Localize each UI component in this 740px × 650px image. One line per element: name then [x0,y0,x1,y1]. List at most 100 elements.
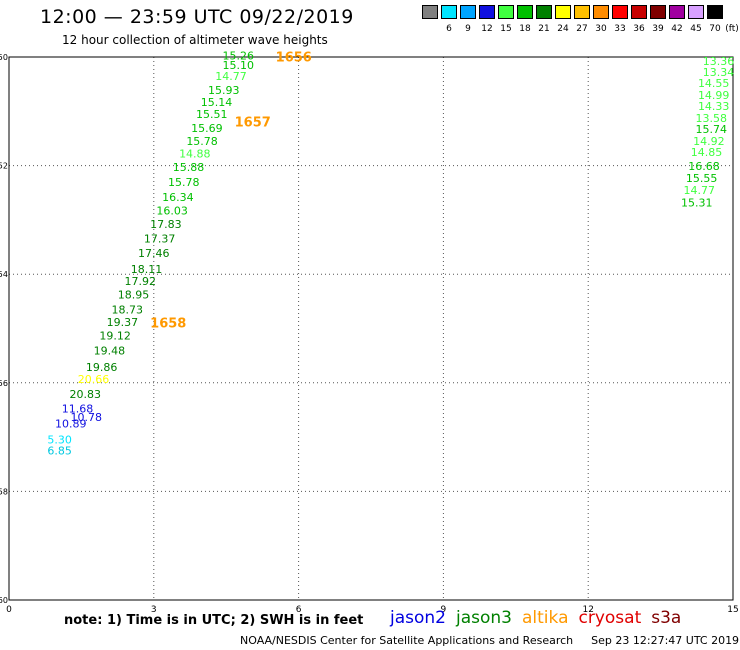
scale-label: 6 [446,24,452,34]
scale-label: 21 [538,24,550,34]
data-label-jason3: 18.73 [112,303,144,316]
data-label-jason3: 14.99 [698,89,730,102]
x-tick-label: 9 [441,605,447,615]
scale-swatch [650,5,666,19]
data-label-jason3: 15.78 [186,135,218,148]
data-label-jason3: 14.92 [693,135,725,148]
x-tick-label: 6 [296,605,302,615]
scale-label: 27 [576,24,588,34]
data-label-jason3: 15.55 [686,172,718,185]
data-label-jason3: 14.55 [698,77,730,90]
timestamp: Sep 23 12:27:47 UTC 2019 [591,634,740,647]
y-tick-label: -56 [0,379,8,388]
data-label-jason2: 10.78 [70,411,102,424]
data-label-jason3: 16.68 [688,160,720,173]
scale-label: 36 [633,24,645,34]
mission-jason3: jason3 [456,608,512,628]
data-label-jason3: 14.88 [179,147,211,160]
x-tick-label: 15 [727,605,738,615]
scale-swatch [593,5,609,19]
x-tick-label: 3 [151,605,157,615]
data-label-jason3: 11.68 [62,403,94,416]
data-label-jason3: 17.92 [125,275,157,288]
scale-label: 24 [557,24,569,34]
scale-label: 33 [614,24,626,34]
data-label-jason3: 19.37 [107,316,139,329]
data-label-altika: 1657 [235,116,271,131]
data-label-jason3: 14.33 [698,100,730,113]
scale-swatch [688,5,704,19]
scale-swatch [536,5,552,19]
mission-cryosat: cryosat [578,608,642,628]
x-tick-label: 0 [6,605,12,615]
footnote: note: 1) Time is in UTC; 2) SWH is in fe… [64,613,364,628]
scale-swatch [441,5,457,19]
data-label-jason3: 15.74 [696,123,728,136]
data-label-jason3: 6.85 [47,444,72,457]
data-label-jason3: 13.58 [696,112,728,125]
mission-s3a: s3a [651,608,682,628]
data-label-jason3: 16.03 [156,204,188,217]
scale-unit-label: (ft) [725,24,739,34]
data-label-jason3: 16.34 [162,191,194,204]
scale-swatch [460,5,476,19]
scale-label: 9 [465,24,471,34]
data-label-jason3: 15.88 [173,161,205,174]
data-label-jason3: 14.77 [683,184,715,197]
data-label-jason3: 13.34 [703,66,735,79]
scale-swatch [574,5,590,19]
y-tick-label: -60 [0,596,8,605]
scale-label: 12 [481,24,493,34]
data-label-jason3: 5.30 [47,434,72,447]
credit-text: NOAA/NESDIS Center for Satellite Applica… [240,634,574,647]
data-label-jason3: 14.77 [215,70,247,83]
data-label-jason3: 15.78 [168,176,200,189]
axes: 0 3 6 9 12 15 -50 -52 -54 -56 -58 -60 [0,53,739,615]
scale-swatch [612,5,628,19]
mission-legend: jason2 jason3 altika cryosat s3a [390,608,691,628]
scale-label: 39 [652,24,664,34]
plot-frame [8,56,734,601]
credit-line: NOAA/NESDIS Center for Satellite Applica… [240,634,739,647]
data-label-jason3: 15.14 [201,96,233,109]
data-label-jason3: 18.95 [118,289,150,302]
y-tick-label: -58 [0,487,8,496]
scale-label: 30 [595,24,607,34]
chart-subtitle: 12 hour collection of altimeter wave hei… [62,33,328,47]
scale-swatch [707,5,723,19]
data-label-jason3: 10.89 [55,417,87,430]
data-label-jason3: 19.12 [99,329,131,342]
scale-swatch [631,5,647,19]
data-label-jason3: 15.69 [191,122,223,135]
scale-swatch [555,5,571,19]
mission-altika: altika [522,608,569,628]
y-tick-label: -50 [0,53,8,62]
data-label-jason3: 15.10 [223,59,255,72]
data-label-altika: 1658 [150,316,186,331]
data-label-jason3: 17.83 [150,218,182,231]
data-label-jason3: 19.48 [94,345,126,358]
data-label-jason3: 18.11 [131,263,163,276]
scale-label: 15 [500,24,512,34]
y-tick-label: -52 [0,162,8,171]
scale-swatch [422,5,438,19]
scale-swatch [498,5,514,19]
scale-swatch [517,5,533,19]
data-label-jason3: 19.86 [86,361,118,374]
data-label-jason3: 20.83 [70,388,102,401]
scale-label: 18 [519,24,531,34]
scale-label: 70 [709,24,721,34]
data-label-jason3: 17.46 [138,247,170,260]
data-label-altika: 1656 [276,50,312,65]
grid-lines [9,57,733,600]
data-label-jason3: 15.26 [223,50,255,63]
data-labels: 15.2615.1014.7715.9315.1415.5115.6915.78… [47,50,734,458]
data-label-jason3: 20.66 [78,373,110,386]
scale-swatch [479,5,495,19]
data-label-jason3: 13.36 [703,55,735,68]
data-label-jason3: 17.37 [144,233,176,246]
scale-label: 42 [671,24,683,34]
y-tick-label: -54 [0,270,8,279]
mission-jason2: jason2 [390,608,446,628]
